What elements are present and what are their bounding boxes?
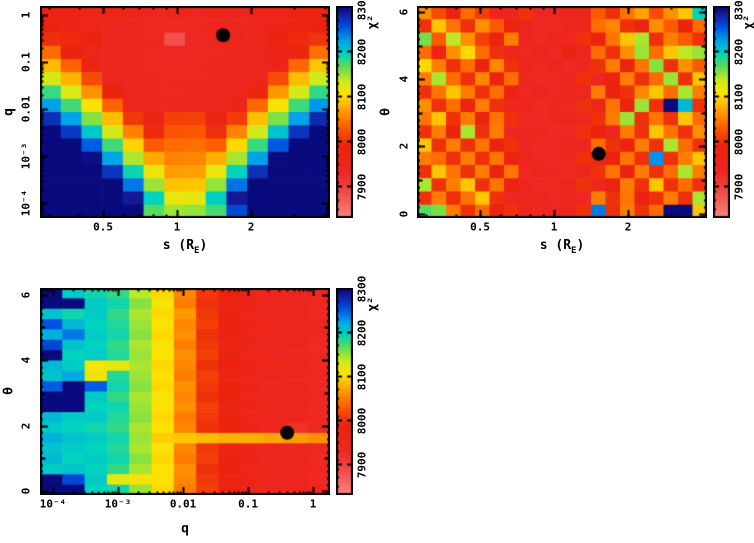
colorbar-tick-label: 8000	[732, 128, 746, 155]
colorbar-tick-label: 8100	[732, 83, 746, 110]
heatmap-s-vs-theta	[417, 6, 707, 218]
heatmap-s-vs-q	[40, 6, 330, 218]
s-axis-text: s (R	[162, 238, 195, 254]
y-tick-label: 0	[19, 487, 33, 495]
colorbar-tick-label: 7900	[355, 173, 369, 200]
x-tick-label: 0.01	[169, 497, 197, 511]
colorbar-s-vs-theta	[713, 6, 730, 218]
y-tick-label: 4	[19, 356, 33, 364]
s-axis-subscript: E	[194, 245, 200, 256]
y-tick-label: 6	[19, 291, 33, 298]
colorbar-tick-label: 8300	[355, 0, 369, 20]
y-tick-label: 4	[397, 75, 411, 83]
x-tick-label: 10⁻³	[104, 497, 132, 511]
y-axis-title-theta-panel3: θ	[1, 387, 17, 395]
x-tick-label: 2	[624, 220, 632, 234]
x-tick-label: 1	[309, 497, 317, 511]
y-axis-title-theta-panel2: θ	[378, 108, 394, 116]
x-tick-label: 0.1	[238, 497, 259, 511]
y-tick-label: 2	[19, 422, 33, 429]
colorbar-q-vs-theta	[336, 288, 353, 495]
x-axis-title-q-panel3: q	[181, 521, 189, 537]
colorbar-tick-label: 8000	[355, 407, 369, 434]
s-axis-text: s (R	[539, 238, 572, 254]
x-axis-title-s-panel2: s (RE)	[540, 238, 585, 256]
y-tick-label: 2	[397, 143, 411, 150]
colorbar-tick-label: 8200	[355, 319, 369, 346]
x-tick-label: 1	[550, 220, 558, 234]
y-tick-label: 0.01	[19, 95, 33, 123]
colorbar-tick-label: 8200	[355, 38, 369, 65]
colorbar-tick-label: 8300	[732, 0, 746, 20]
y-tick-label: 10⁻³	[19, 142, 33, 170]
colorbar-tick-label: 7900	[355, 451, 369, 478]
colorbar-tick-label: 8100	[355, 363, 369, 390]
colorbar-tick-label: 7900	[732, 173, 746, 200]
colorbar-tick-label: 8000	[355, 128, 369, 155]
y-tick-label: 1	[19, 11, 33, 19]
colorbar-tick-label: 8300	[355, 275, 369, 302]
heatmap-q-vs-theta	[40, 288, 330, 495]
x-tick-label: 10⁻⁴	[39, 497, 67, 511]
y-tick-label: 10⁻⁴	[19, 189, 33, 217]
colorbar-s-vs-q	[336, 6, 353, 218]
x-axis-title-s-panel1: s (RE)	[163, 238, 208, 256]
s-axis-close: )	[576, 238, 585, 254]
x-tick-label: 1	[173, 220, 181, 234]
y-axis-title-q: q	[1, 108, 17, 116]
y-tick-label: 0	[397, 210, 411, 217]
s-axis-close: )	[199, 238, 208, 254]
y-tick-label: 6	[397, 8, 411, 16]
colorbar-tick-label: 8200	[732, 38, 746, 65]
x-tick-label: 2	[247, 220, 255, 234]
x-tick-label: 0.5	[93, 220, 113, 234]
x-tick-label: 0.5	[470, 220, 490, 234]
s-axis-subscript: E	[571, 245, 577, 256]
colorbar-tick-label: 8100	[355, 83, 369, 110]
y-tick-label: 0.1	[19, 52, 33, 72]
